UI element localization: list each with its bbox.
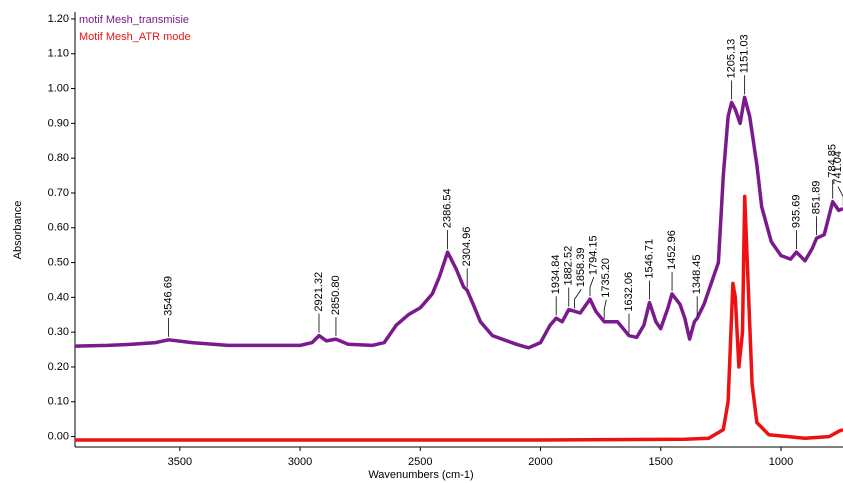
annotation-label: 1348.45 [691,254,703,294]
y-tick-label: 0.80 [48,152,69,164]
y-tick-label: 0.40 [48,291,69,303]
annotation-label: 2386.54 [441,188,453,228]
annotation-label: 741.04 [832,151,843,185]
y-tick-label: 0.00 [48,430,69,442]
annotation-leader [589,276,595,297]
annotation-label: 935.69 [790,194,802,228]
x-tick-label: 3500 [168,456,192,468]
y-axis-label: Absorbance [12,201,24,260]
x-tick-label: 2000 [528,456,552,468]
spectrum-line [75,194,843,442]
spectrum-line [75,95,843,350]
annotation-label: 1632.06 [623,272,635,312]
annotation-label: 2850.80 [330,275,342,315]
x-tick-label: 1000 [769,456,793,468]
annotation-leader [837,186,843,206]
y-tick-label: 1.20 [48,13,69,25]
plot-area [75,95,843,442]
y-tick-label: 1.10 [48,48,69,60]
annotation-label: 1934.84 [550,254,562,294]
y-tick-label: 0.60 [48,222,69,234]
legend-entry: Motif Mesh_ATR mode [79,31,191,43]
annotation-label: 784.85 [827,144,839,178]
annotation-label: 1858.39 [575,248,587,288]
x-tick-label: 1500 [648,456,672,468]
annotation-label: 2921.32 [313,272,325,312]
legend-entry: motif Mesh_transmisie [79,14,189,26]
x-axis-label: Wavenumbers (cm-1) [368,469,473,481]
y-tick-label: 0.10 [48,396,69,408]
y-tick-label: 0.90 [48,117,69,129]
annotation-label: 1794.15 [588,235,600,275]
y-tick-label: 1.00 [48,82,69,94]
annotation-label: 2304.96 [461,227,473,267]
x-tick-label: 2500 [408,456,432,468]
annotation-label: 1546.71 [643,239,655,279]
y-tick-label: 0.20 [48,361,69,373]
annotation-label: 1452.96 [666,230,678,270]
annotation-leader [574,289,582,309]
annotation-leader [603,299,607,319]
annotation-label: 1735.20 [600,258,612,298]
y-tick-label: 0.70 [48,187,69,199]
annotation-label: 1882.52 [563,246,575,286]
x-tick-label: 3000 [288,456,312,468]
y-tick-label: 0.50 [48,256,69,268]
annotation-label: 1151.03 [739,34,751,73]
annotation-label: 3546.69 [163,276,175,316]
annotation-label: 851.89 [810,181,822,215]
annotation-label: 1205.13 [726,39,738,79]
y-tick-label: 0.30 [48,326,69,338]
